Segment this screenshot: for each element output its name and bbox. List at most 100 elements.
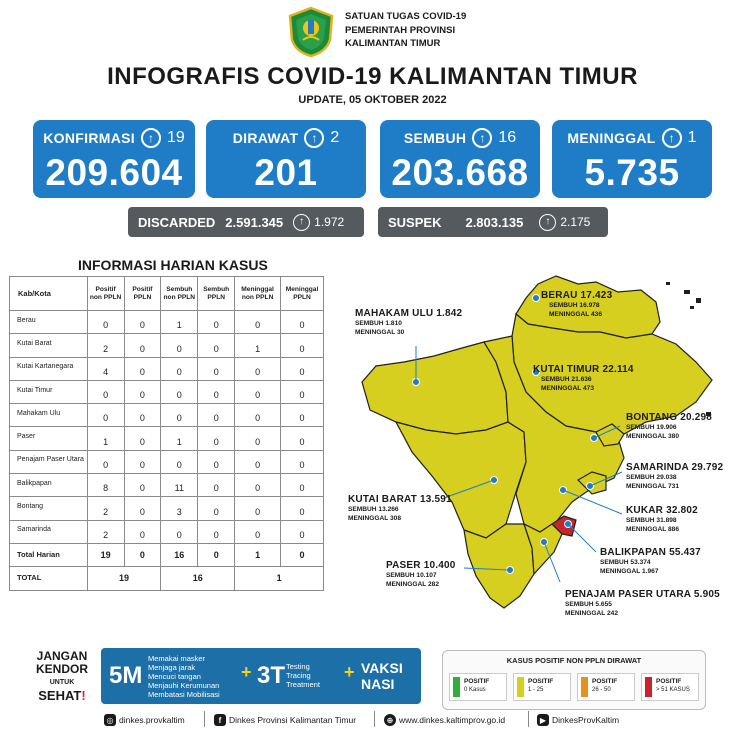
plus-sign: + xyxy=(241,662,252,682)
table-cell: 11 xyxy=(160,473,199,498)
column-header: Meninggal non PPLN xyxy=(234,276,282,311)
row-region-name: Kutai Timur xyxy=(9,379,88,405)
pill-delta: 1.972 xyxy=(314,215,345,229)
card-delta: 1 xyxy=(687,129,697,146)
row-region-name: Kutai Barat xyxy=(9,333,88,358)
island-mark xyxy=(690,306,694,309)
pill-value: 2.803.135 xyxy=(465,214,524,230)
table-row: Mahakam Ulu 0 0 0 0 0 0 xyxy=(9,403,324,428)
divider xyxy=(204,711,205,727)
card-label: SEMBUH xyxy=(403,130,467,146)
page-title: INFOGRAFIS COVID-19 KALIMANTAN TIMUR xyxy=(107,63,638,90)
table-cell: 0 xyxy=(280,542,324,568)
arrow-up-icon: ↑ xyxy=(140,128,161,148)
row-region-name: Samarinda xyxy=(9,519,88,544)
leader-line xyxy=(443,479,495,499)
table-cell: 0 xyxy=(123,542,162,568)
health-protocol-banner: 5M Memakai masker Menjaga jarak Mencuci … xyxy=(101,648,421,704)
table-cell: 0 xyxy=(160,519,199,544)
legend-swatch xyxy=(517,677,524,697)
row-region-name: Kutai Kartanegara xyxy=(9,356,88,381)
legend-item: POSITIF > 51 KASUS xyxy=(641,673,699,701)
table-row: Kutai Timur 0 0 0 0 0 0 xyxy=(9,379,324,405)
five-m-label: 5M xyxy=(109,662,143,689)
table-cell: 0 xyxy=(160,403,199,428)
table-row: Kutai Barat 2 0 0 0 1 0 xyxy=(9,333,324,358)
island-mark xyxy=(696,298,701,303)
row-region-name: Mahakam Ulu xyxy=(9,403,88,428)
row-region-name: Balikpapan xyxy=(9,473,88,498)
row-label: TOTAL xyxy=(9,566,88,591)
map-label-kukar: KUKAR 32.802 SEMBUH 31.898 MENINGGAL 886 xyxy=(626,505,698,533)
table-cell: 0 xyxy=(280,403,324,428)
organization-name: SATUAN TUGAS COVID-19 PEMERINTAH PROVINS… xyxy=(345,10,466,51)
arrow-up-icon: ↑ xyxy=(304,128,325,148)
table-cell: 4 xyxy=(86,356,125,381)
map-label-mahakam-ulu: MAHAKAM ULU 1.842 SEMBUH 1.810 MENINGGAL… xyxy=(355,308,463,336)
table-cell: 1 xyxy=(234,333,282,358)
card-label: DIRAWAT xyxy=(232,130,299,146)
update-date: UPDATE, 05 OKTOBER 2022 xyxy=(298,94,447,106)
table-cell: 0 xyxy=(197,333,236,358)
divider xyxy=(528,711,529,727)
column-header: Meninggal PPLN xyxy=(280,276,324,311)
table-cell: 0 xyxy=(123,496,162,521)
table-cell: 0 xyxy=(234,496,282,521)
region-mahakam-ulu xyxy=(361,341,509,435)
table-cell: 2 xyxy=(86,519,125,544)
table-cell: 0 xyxy=(234,519,282,544)
pill-delta: 2.175 xyxy=(560,215,591,229)
leader-line xyxy=(567,523,597,553)
table-cell: 0 xyxy=(160,333,199,358)
table-cell: 0 xyxy=(123,449,162,475)
table-row: Samarinda 2 0 0 0 0 0 xyxy=(9,519,324,544)
table-cell: 0 xyxy=(123,356,162,381)
table-cell: 0 xyxy=(280,473,324,498)
meninggal-card: MENINGGAL ↑ 1 5.735 xyxy=(552,120,712,198)
map-label-balikpapan: BALIKPAPAN 55.437 SEMBUH 53.374 MENINGGA… xyxy=(600,547,701,575)
card-value: 209.604 xyxy=(45,152,183,193)
pill-label: SUSPEK xyxy=(388,214,442,230)
legend-swatch xyxy=(645,677,652,697)
total-harian-row: Total Harian 19 0 16 0 1 0 xyxy=(9,542,324,568)
table-cell: 0 xyxy=(123,473,162,498)
plus-sign: + xyxy=(344,662,355,682)
website-link[interactable]: ⊕ www.dinkes.kaltimprov.go.id xyxy=(384,712,505,728)
table-cell: 0 xyxy=(234,309,282,335)
legend-item: POSITIF 0 Kasus xyxy=(449,673,507,701)
table-cell: 0 xyxy=(280,519,324,544)
youtube-link[interactable]: ▶ DinkesProvKaltim xyxy=(537,712,619,728)
table-cell: 1 xyxy=(160,426,199,451)
leader-line xyxy=(593,425,621,439)
table-cell: 0 xyxy=(160,379,199,405)
jangan-kendor-slogan: JANGAN KENDOR UNTUK SEHAT! xyxy=(35,649,88,703)
arrow-up-icon: ↑ xyxy=(472,128,493,148)
card-label: KONFIRMASI xyxy=(43,130,135,146)
table-cell: 16 xyxy=(160,542,199,568)
three-t-label: 3T xyxy=(257,662,286,689)
island-mark xyxy=(706,412,711,416)
map-label-bontang: BONTANG 20.298 SEMBUH 19.906 MENINGGAL 3… xyxy=(626,412,712,440)
arrow-up-icon: ↑ xyxy=(661,128,682,148)
card-value: 203.668 xyxy=(391,152,529,193)
globe-icon: ⊕ xyxy=(384,714,396,726)
total-sembuh: 16 xyxy=(160,566,236,591)
leader-line xyxy=(562,489,623,515)
table-cell: 0 xyxy=(160,356,199,381)
table-cell: 0 xyxy=(234,379,282,405)
map-label-berau: BERAU 17.423 SEMBUH 16.978 MENINGGAL 436 xyxy=(541,290,613,318)
row-region-name: Penajam Paser Utara xyxy=(9,449,88,475)
table-cell: 0 xyxy=(86,379,125,405)
konfirmasi-card: KONFIRMASI ↑ 19 209.604 xyxy=(33,120,195,198)
map-label-paser: PASER 10.400 SEMBUH 10.107 MENINGGAL 282 xyxy=(386,560,456,588)
table-cell: 1 xyxy=(234,542,282,568)
card-label: MENINGGAL xyxy=(567,130,656,146)
table-row: Paser 1 0 1 0 0 0 xyxy=(9,426,324,451)
facebook-link[interactable]: f Dinkes Provinsi Kalimantan Timur xyxy=(214,712,356,728)
table-cell: 1 xyxy=(160,309,199,335)
column-header: Kab/Kota xyxy=(9,276,88,311)
table-cell: 0 xyxy=(86,309,125,335)
org-line-2: PEMERINTAH PROVINSI xyxy=(345,24,456,36)
province-emblem-icon xyxy=(288,6,334,58)
instagram-link[interactable]: ◎ dinkes.provkaltim xyxy=(104,712,185,728)
